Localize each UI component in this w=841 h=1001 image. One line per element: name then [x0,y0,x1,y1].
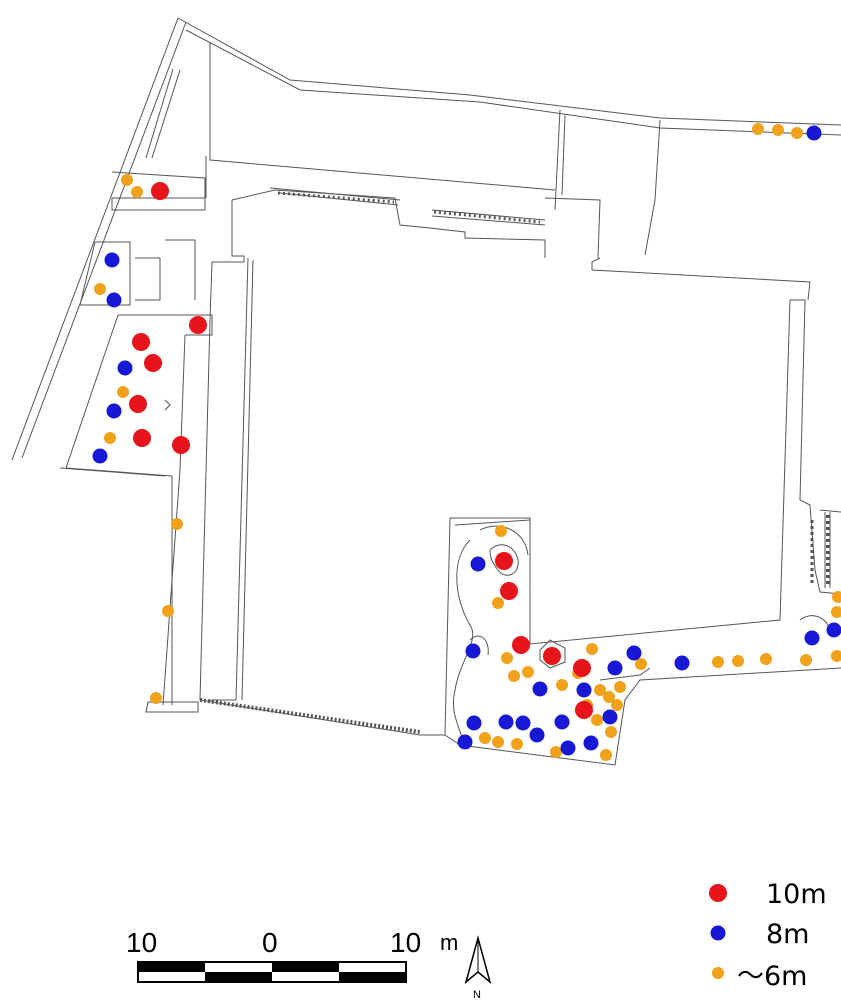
legend-swatch-8m [710,925,726,941]
tree-marker-6m [732,655,744,667]
tree-markers [92,123,841,761]
tree-marker-6m [614,681,626,693]
scale-right-label: 10 [390,927,421,958]
legend-label-10m: 10m [766,879,827,910]
tree-marker-6m [635,658,647,670]
tree-marker-6m [104,432,116,444]
tree-marker-6m [94,283,106,295]
tree-marker-6m [162,605,174,617]
north-label: N [473,989,481,1001]
tree-marker-8m [92,448,108,464]
tree-marker-8m [498,714,514,730]
tree-marker-8m [465,643,481,659]
tree-marker-8m [804,630,820,646]
tree-marker-10m [543,647,561,665]
tree-marker-6m [479,732,491,744]
tree-marker-8m [104,252,120,268]
tree-marker-6m [611,699,623,711]
tree-marker-6m [605,726,617,738]
tree-marker-8m [607,660,623,676]
tree-marker-6m [501,652,513,664]
tree-marker-10m [129,395,147,413]
tree-marker-10m [495,552,513,570]
tree-marker-10m [573,659,591,677]
tree-marker-8m [106,292,122,308]
tree-marker-6m [550,746,562,758]
tree-marker-8m [532,681,548,697]
tree-marker-10m [133,429,151,447]
legend-label-8m: 8m [766,919,809,950]
legend: 10m 8m ～6m [709,879,827,992]
scale-segment-3 [272,962,339,972]
tree-marker-10m [151,182,169,200]
tree-marker-10m [512,636,530,654]
tree-marker-10m [132,333,150,351]
tree-marker-8m [826,622,841,638]
tree-marker-6m [772,124,784,136]
tree-marker-6m [556,679,568,691]
tree-marker-8m [583,735,599,751]
tree-marker-6m [791,127,803,139]
tree-marker-8m [529,727,545,743]
tree-marker-6m [800,654,812,666]
tree-marker-6m [591,714,603,726]
tree-marker-8m [554,714,570,730]
tree-marker-6m [831,650,841,662]
tree-marker-6m [171,518,183,530]
tree-marker-6m [117,386,129,398]
scale-segment-4 [339,972,406,982]
legend-swatch-6m [712,967,724,979]
scale-center-label: 0 [262,927,278,958]
tree-marker-8m [806,125,822,141]
tree-marker-8m [515,715,531,731]
building-outlines [11,17,841,766]
tree-marker-6m [511,738,523,750]
tree-marker-8m [466,715,482,731]
tree-marker-8m [602,709,618,725]
scale-segment-2 [205,972,272,982]
tree-marker-6m [492,736,504,748]
tree-marker-6m [150,692,162,704]
legend-swatch-10m [709,884,727,902]
tree-marker-6m [600,749,612,761]
scale-unit-label: m [440,930,458,955]
tree-marker-6m [594,684,606,696]
tree-marker-6m [495,525,507,537]
tree-marker-8m [576,682,592,698]
scale-left-label: 10 [126,927,157,958]
tree-marker-10m [575,701,593,719]
scale-bar: 10 0 10 m [126,927,458,983]
north-arrow: N [464,935,492,1001]
tree-marker-6m [508,670,520,682]
legend-label-6m: ～6m [737,961,807,992]
tree-marker-10m [500,582,518,600]
tree-marker-6m [752,123,764,135]
tree-marker-6m [603,691,615,703]
tree-marker-6m [522,666,534,678]
tree-marker-8m [470,556,486,572]
scale-segment-1 [138,962,205,972]
tree-marker-8m [457,734,473,750]
tree-marker-6m [586,643,598,655]
tree-marker-6m [131,186,143,198]
tree-marker-6m [712,656,724,668]
tree-marker-8m [626,645,642,661]
tree-marker-8m [117,360,133,376]
tree-marker-6m [121,174,133,186]
tree-marker-6m [760,653,772,665]
tree-marker-10m [144,354,162,372]
tree-marker-6m [832,591,841,603]
tree-marker-8m [674,655,690,671]
tree-marker-10m [172,436,190,454]
tree-marker-8m [560,740,576,756]
tree-marker-10m [189,316,207,334]
tree-marker-8m [106,403,122,419]
tree-marker-6m [831,606,841,618]
tree-marker-6m [492,597,504,609]
